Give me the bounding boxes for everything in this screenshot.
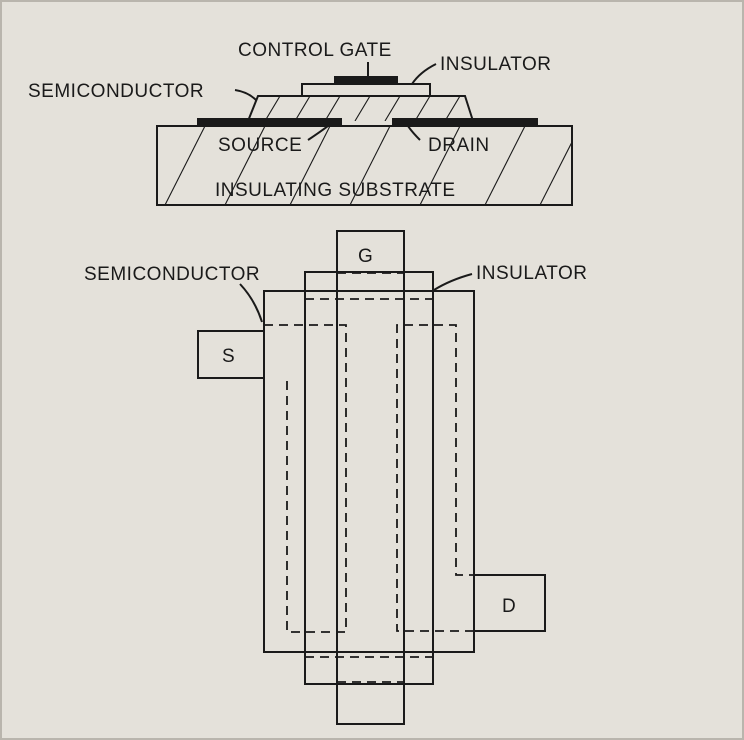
drain-pad	[474, 574, 546, 632]
gate-label: G	[358, 246, 373, 267]
source-pad	[197, 330, 264, 379]
drain-pad-label: D	[502, 596, 516, 617]
source-pad-label: S	[222, 346, 235, 367]
semiconductor-leader-top	[234, 89, 257, 101]
insulator-label-bottom: INSULATOR	[476, 263, 588, 284]
semiconductor-leader-bottom	[239, 283, 263, 323]
semiconductor-label-top: SEMICONDUCTOR	[28, 81, 204, 102]
insulator-region	[263, 290, 475, 653]
drain-label: DRAIN	[428, 135, 490, 156]
semiconductor-label-bottom: SEMICONDUCTOR	[84, 264, 260, 285]
cross-section-view: CONTROL GATE INSULATOR SEMICONDUCTOR SOU…	[28, 40, 573, 206]
control-gate-label: CONTROL GATE	[238, 40, 392, 61]
semiconductor-layer	[247, 95, 474, 122]
insulator-leader-bottom	[433, 273, 473, 291]
drain-contact	[392, 118, 538, 126]
gate-electrode	[336, 230, 405, 725]
insulator-label-top: INSULATOR	[440, 54, 552, 75]
drain-leader	[407, 125, 421, 141]
hidden-edges	[264, 272, 474, 683]
source-contact	[197, 118, 342, 126]
semiconductor-region	[304, 271, 434, 685]
top-view: G S D SEMICONDUCTOR INSULATOR	[84, 230, 588, 725]
substrate-label: INSULATING SUBSTRATE	[215, 180, 456, 201]
source-leader	[307, 125, 329, 141]
insulator-layer	[301, 83, 431, 97]
insulator-leader-top	[411, 63, 437, 85]
control-gate-plate	[334, 76, 398, 84]
source-label: SOURCE	[218, 135, 302, 156]
insulating-substrate	[156, 125, 573, 206]
